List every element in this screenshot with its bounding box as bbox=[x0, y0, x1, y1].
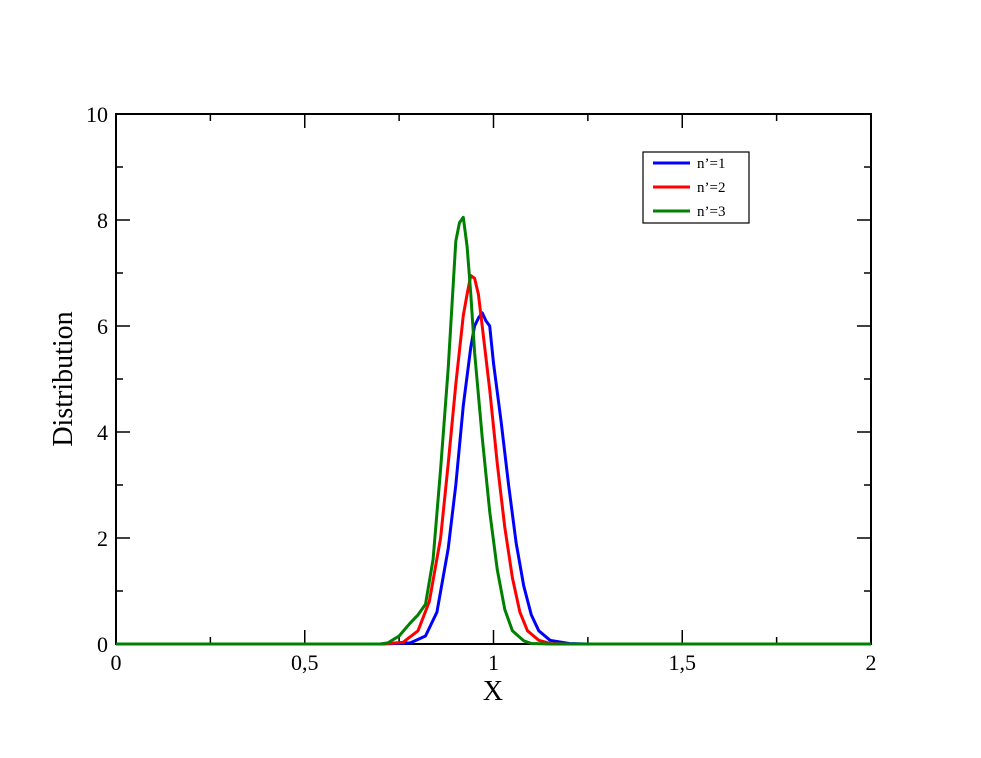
series-lines bbox=[116, 215, 871, 646]
x-tick-label: 0 bbox=[111, 650, 122, 675]
x-tick-label: 1 bbox=[488, 650, 499, 675]
x-tick-label: 2 bbox=[866, 650, 877, 675]
y-tick-label: 4 bbox=[97, 420, 108, 445]
legend-label-2: n’=2 bbox=[697, 180, 725, 196]
legend-items: n’=1 n’=2 n’=3 bbox=[653, 156, 725, 220]
legend-label-1: n’=1 bbox=[697, 156, 725, 172]
x-tick-labels: 0 0,5 1 1,5 2 bbox=[111, 650, 877, 675]
y-tick-label: 2 bbox=[97, 526, 108, 551]
y-tick-label: 10 bbox=[86, 102, 108, 127]
y-tick-labels: 0 2 4 6 8 10 bbox=[86, 102, 108, 657]
plot-frame bbox=[115, 113, 872, 645]
series-line-2 bbox=[116, 274, 871, 646]
axis-ticks bbox=[115, 113, 872, 645]
legend-label-3: n’=3 bbox=[697, 204, 725, 220]
series-line-3 bbox=[116, 215, 871, 646]
x-axis-title: X bbox=[483, 676, 503, 707]
x-tick-label: 1,5 bbox=[669, 650, 697, 675]
y-tick-label: 6 bbox=[97, 314, 108, 339]
x-tick-label: 0,5 bbox=[291, 650, 319, 675]
series-line-1 bbox=[116, 311, 871, 646]
y-tick-label: 0 bbox=[97, 632, 108, 657]
y-axis-title: Distribution bbox=[48, 311, 79, 446]
legend: n’=1 n’=2 n’=3 bbox=[642, 151, 750, 224]
y-tick-label: 8 bbox=[97, 208, 108, 233]
